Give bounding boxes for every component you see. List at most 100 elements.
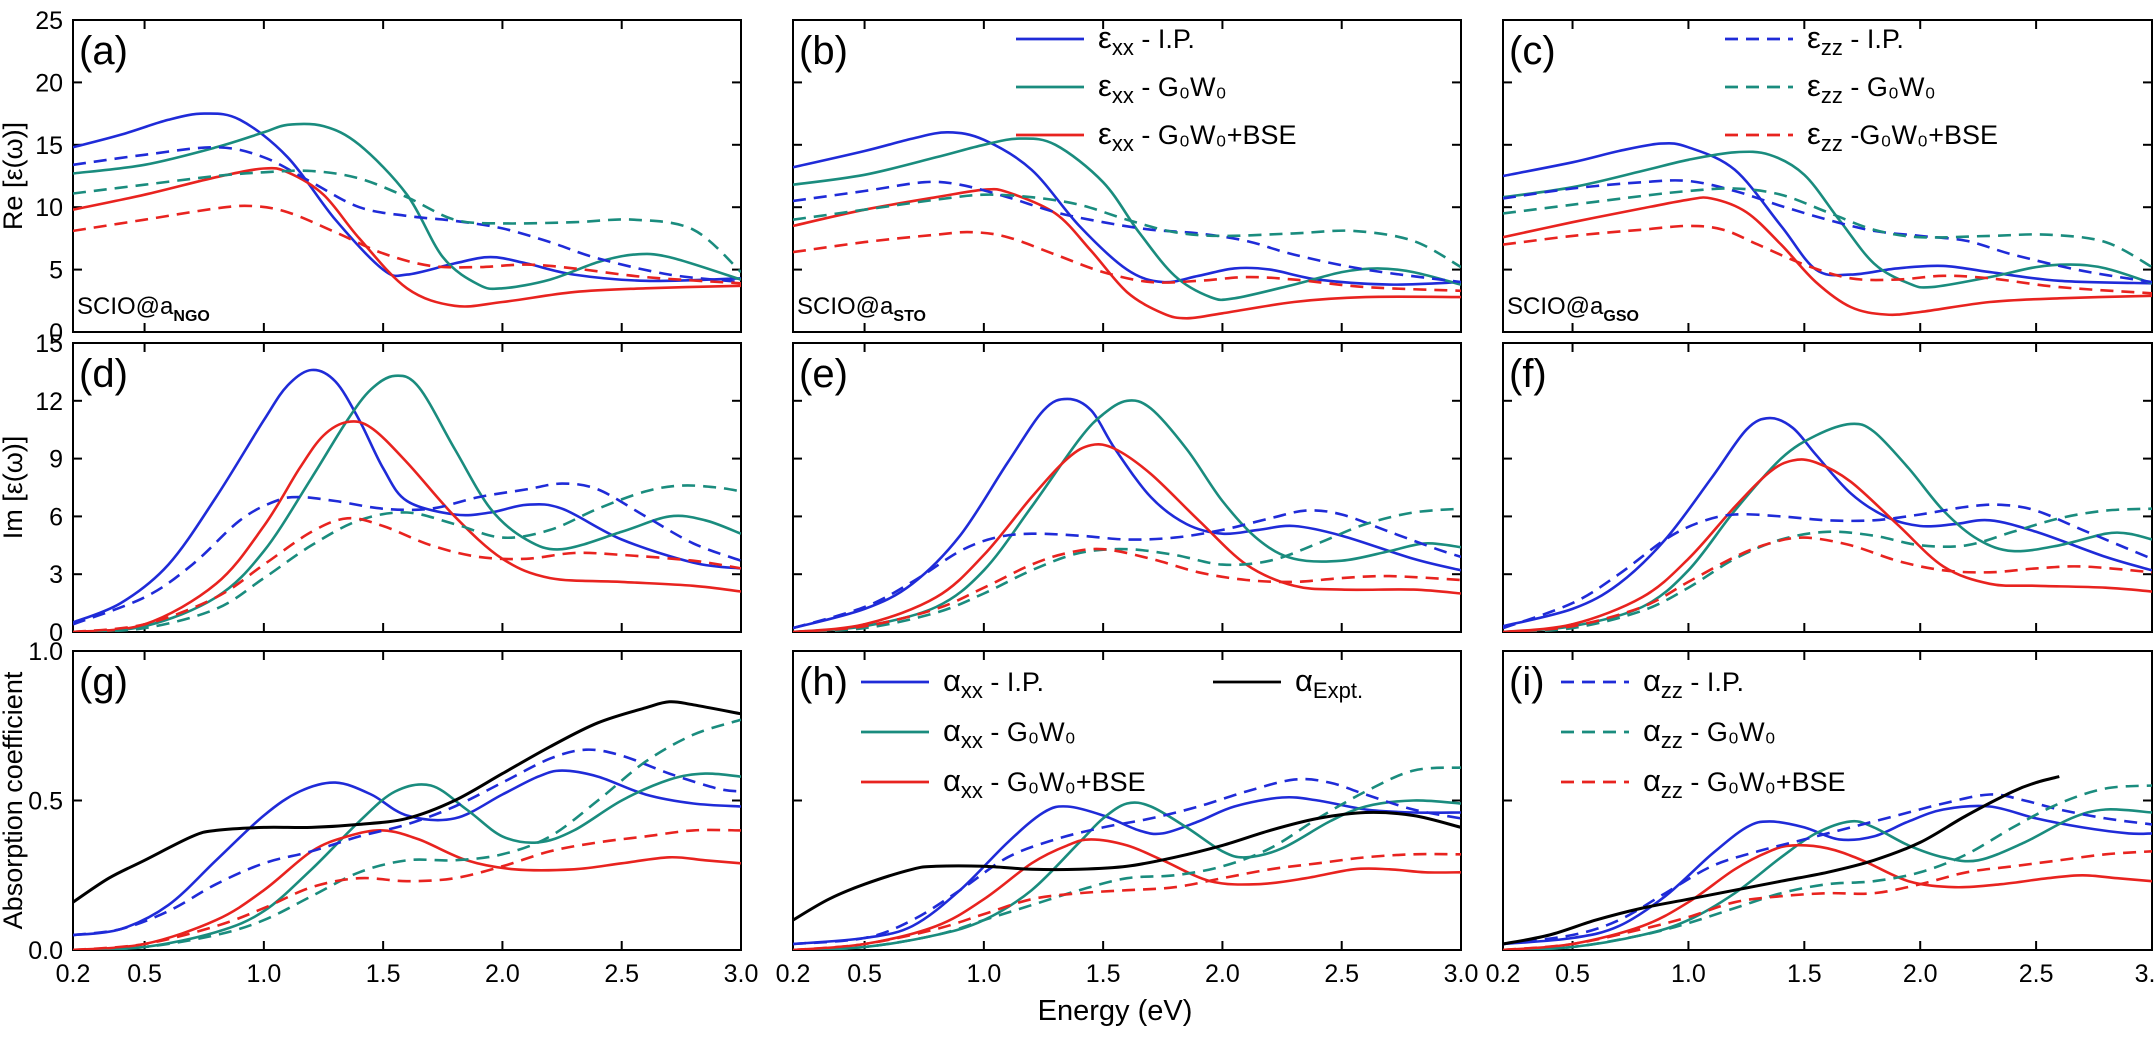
series-line-b-ip-dashed <box>793 180 1461 284</box>
x-tick-label: 3.0 <box>1444 960 1479 988</box>
series-line-a-ip-solid <box>73 112 741 283</box>
y-tick-label: 0 <box>49 619 63 647</box>
panel-curves-b <box>793 130 1461 320</box>
legend-label-ip: εzz - I.P. <box>1807 20 1904 60</box>
y-tick-label: 25 <box>35 7 63 35</box>
legend-label-ip: εxx - I.P. <box>1098 20 1195 60</box>
panel-label-i: (i) <box>1509 660 1545 704</box>
legend-label-gw: αxx - G₀W₀ <box>943 713 1076 753</box>
panel-curves-a <box>73 112 741 308</box>
x-tick-label: 0.5 <box>1555 960 1590 988</box>
series-line-i-gw-dashed <box>1503 784 2152 950</box>
series-line-d-ip-solid <box>73 368 741 624</box>
series-line-d-bse-dashed <box>73 516 741 632</box>
panel-label-a: (a) <box>79 29 128 73</box>
y-tick-label: 20 <box>35 69 63 97</box>
series-line-h-gw-dashed <box>793 766 1461 950</box>
legend-label-ip: αxx - I.P. <box>943 663 1044 703</box>
y-tick-label: 0 <box>49 319 63 347</box>
series-line-f-ip-solid <box>1503 416 2152 628</box>
panel-label-h: (h) <box>799 660 848 704</box>
series-line-c-bse-solid <box>1503 196 2152 317</box>
series-line-i-ip-solid <box>1503 804 2152 946</box>
panel-curves-i <box>1503 775 2152 950</box>
series-line-e-bse-solid <box>793 443 1461 632</box>
y-axis-label-row2: Absorption coefficient <box>0 671 28 929</box>
y-tick-label: 9 <box>49 446 63 474</box>
series-line-g-gw-dashed <box>73 718 741 950</box>
x-tick-label: 1.0 <box>246 960 281 988</box>
series-line-d-gw-dashed <box>73 484 741 632</box>
y-tick-label: 10 <box>35 194 63 222</box>
series-line-i-ip-dashed <box>1503 793 2152 946</box>
legend-label-gw: αzz - G₀W₀ <box>1643 713 1776 753</box>
series-line-g-ip-dashed <box>73 748 741 937</box>
panel-label-e: (e) <box>799 352 848 396</box>
x-tick-label: 1.0 <box>1671 960 1706 988</box>
series-line-a-bse-solid <box>73 166 741 308</box>
substrate-label: SCIO@aSTO <box>797 293 926 325</box>
legend-label-ip: αzz - I.P. <box>1643 663 1744 703</box>
series-line-e-gw-dashed <box>793 507 1461 632</box>
series-line-a-gw-solid <box>73 122 741 291</box>
series-line-i-expt-solid <box>1503 775 2060 946</box>
legend-label-bse: αxx - G₀W₀+BSE <box>943 763 1146 803</box>
series-line-c-ip-dashed <box>1503 179 2152 284</box>
legend-label-gw: εzz - G₀W₀ <box>1807 68 1936 108</box>
panel-label-f: (f) <box>1509 352 1547 396</box>
series-line-d-ip-dashed <box>73 482 741 626</box>
panel-label-b: (b) <box>799 29 848 73</box>
x-tick-label: 2.5 <box>2019 960 2054 988</box>
series-line-h-bse-solid <box>793 838 1461 950</box>
panel-curves-g <box>73 700 741 950</box>
substrate-label: SCIO@aNGO <box>77 293 210 325</box>
series-line-b-ip-solid <box>793 130 1461 286</box>
series-line-e-ip-solid <box>793 397 1461 630</box>
series-line-c-ip-solid <box>1503 141 2152 285</box>
x-tick-label: 0.2 <box>1486 960 1521 988</box>
x-tick-label: 2.0 <box>1903 960 1938 988</box>
panel-frame-r0c0 <box>72 19 742 333</box>
panel-frame-r1c2 <box>1502 342 2153 633</box>
series-line-f-bse-solid <box>1503 458 2152 632</box>
panel-frame-r2c0 <box>72 650 742 951</box>
legend-r2c1: αxx - I.P. αxx - G₀W₀ αxx - G₀W₀+BSE αExpt. <box>861 663 1363 803</box>
series-line-g-gw-solid <box>73 772 741 950</box>
x-tick-label: 0.2 <box>56 960 91 988</box>
series-line-f-bse-dashed <box>1503 536 2152 632</box>
panel-curves-c <box>1503 141 2152 317</box>
series-line-i-bse-solid <box>1503 843 2152 950</box>
x-tick-label: 2.5 <box>604 960 639 988</box>
series-line-h-ip-dashed <box>793 777 1461 946</box>
series-line-a-bse-dashed <box>73 204 741 285</box>
x-tick-label: 0.2 <box>776 960 811 988</box>
data-curves <box>73 112 2152 950</box>
y-tick-label: 6 <box>49 503 63 531</box>
legend-label-bse: αzz - G₀W₀+BSE <box>1643 763 1846 803</box>
series-line-g-bse-solid <box>73 829 741 950</box>
series-line-e-bse-dashed <box>793 547 1461 632</box>
series-line-b-bse-solid <box>793 187 1461 320</box>
legend-label-bse: εxx - G₀W₀+BSE <box>1098 116 1297 156</box>
y-tick-label: 3 <box>49 561 63 589</box>
x-tick-label: 2.5 <box>1324 960 1359 988</box>
panel-curves-d <box>73 368 741 632</box>
substrate-label: SCIO@aGSO <box>1507 293 1639 325</box>
series-line-b-bse-dashed <box>793 230 1461 293</box>
panel-label-d: (d) <box>79 352 128 396</box>
series-line-g-expt-solid <box>73 700 741 904</box>
series-line-h-expt-solid <box>793 810 1461 922</box>
legend-label-gw: εxx - G₀W₀ <box>1098 68 1227 108</box>
series-line-a-gw-dashed <box>73 169 741 274</box>
legend-r0c2: εzz - I.P. εzz - G₀W₀ εzz -G₀W₀+BSE <box>1725 20 1998 156</box>
legends: εxx - I.P. εxx - G₀W₀ εxx - G₀W₀+BSE εzz - … <box>861 20 1998 803</box>
x-tick-label: 1.5 <box>1787 960 1822 988</box>
x-tick-label: 2.0 <box>1205 960 1240 988</box>
series-line-b-gw-dashed <box>793 193 1461 269</box>
y-tick-label: 0.0 <box>28 937 63 965</box>
panel-frame-r0c1 <box>792 19 1462 333</box>
y-tick-label: 1.0 <box>28 638 63 666</box>
x-tick-label: 1.5 <box>366 960 401 988</box>
